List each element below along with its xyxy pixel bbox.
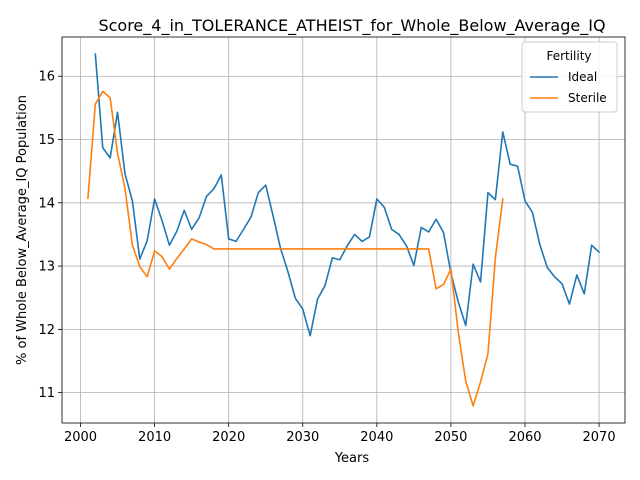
y-tick-label: 16 [38,70,55,85]
x-tick-label: 2020 [212,430,245,445]
legend-title: Fertility [546,49,591,63]
x-tick-label: 2070 [583,430,616,445]
series-line-sterile [87,90,504,407]
legend-label-ideal: Ideal [568,70,597,84]
chart-title: Score_4_in_TOLERANCE_ATHEIST_for_Whole_B… [98,16,605,36]
legend: Fertility Ideal Sterile [521,41,618,113]
x-tick-label: 2030 [286,430,319,445]
y-tick-label: 13 [38,260,55,275]
x-tick-label: 2010 [138,430,171,445]
y-tick-label: 15 [38,133,55,148]
legend-label-sterile: Sterile [568,91,607,105]
series-line-ideal [94,53,601,337]
series-lines [87,53,601,407]
x-axis-label: Years [334,451,370,466]
y-tick-label: 11 [38,386,55,401]
plot-frame [61,36,626,424]
x-tick-label: 2050 [434,430,467,445]
x-tick-label: 2000 [64,430,97,445]
legend-box [521,41,618,113]
y-tick-label: 14 [38,196,55,211]
axis-ticks: 2000 2010 2020 2030 2040 2050 2060 2070 11 12 13 14… [38,70,615,445]
y-axis-label: % of Whole Below_Average_IQ Population [15,95,30,365]
x-tick-label: 2040 [360,430,393,445]
y-tick-label: 12 [38,323,55,338]
x-tick-label: 2060 [508,430,541,445]
